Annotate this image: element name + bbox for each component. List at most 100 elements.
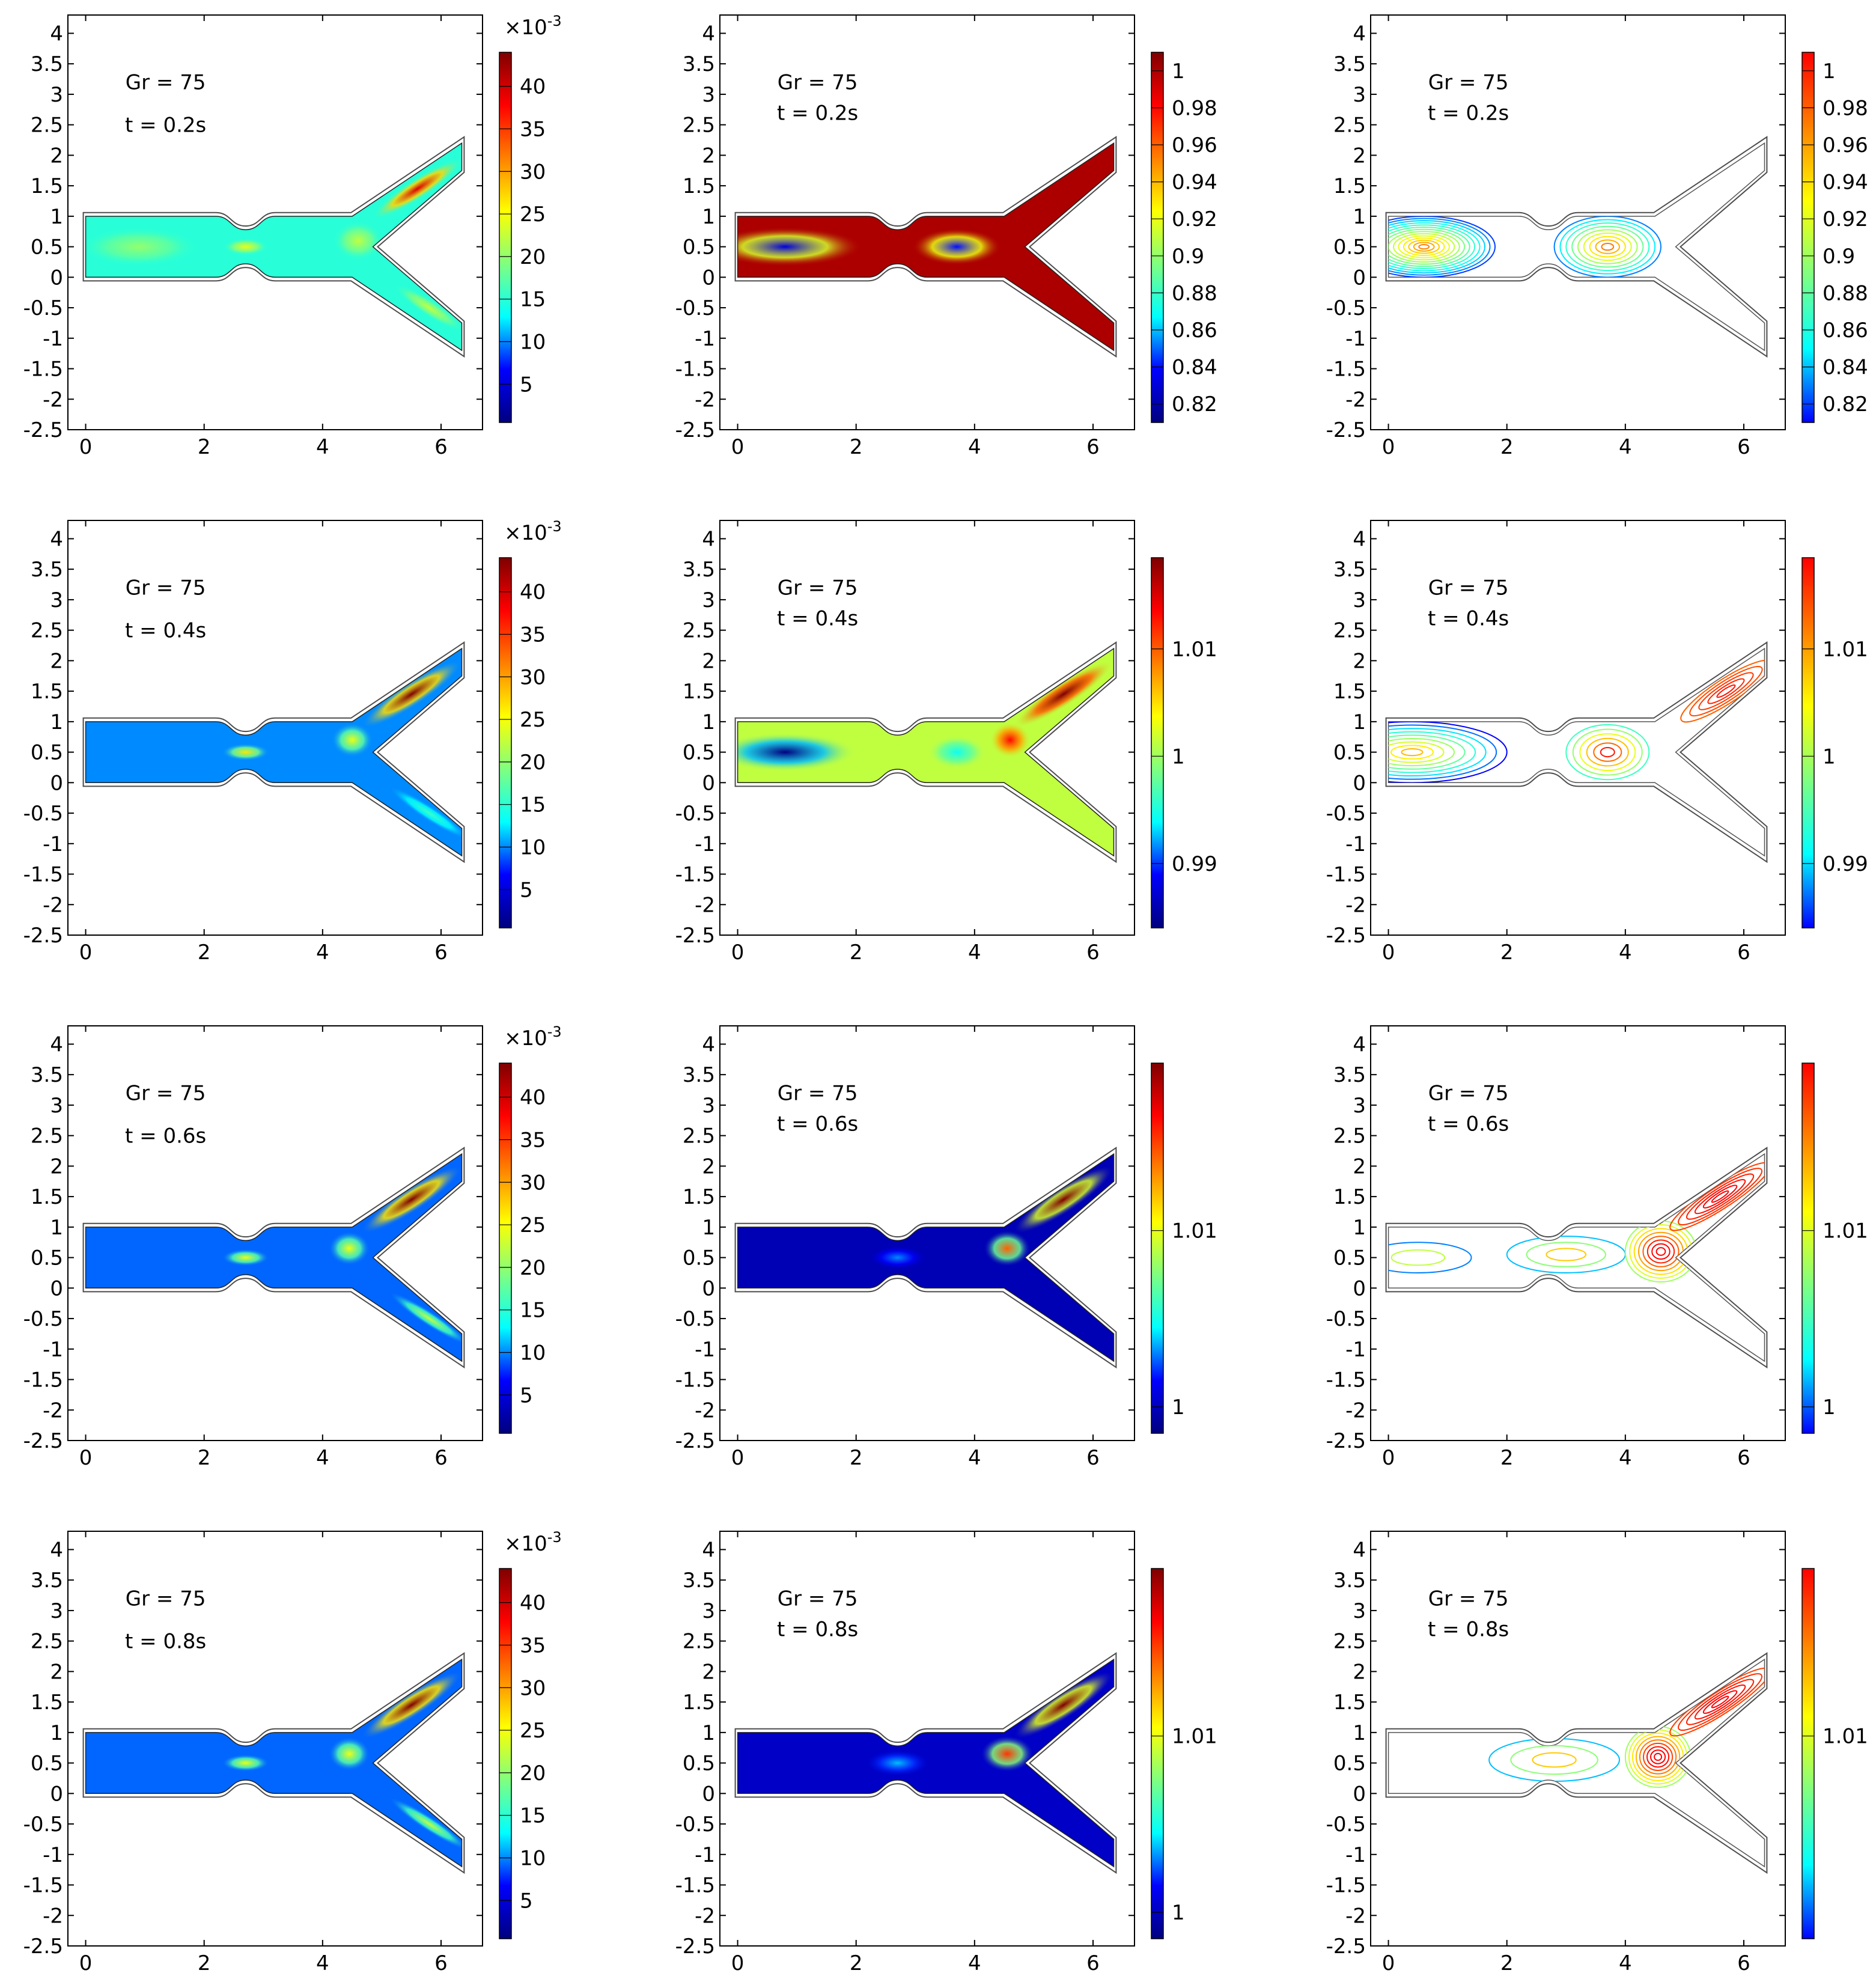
grashof-label: Gr = 75 [1428, 576, 1509, 600]
colorbar-tick-label: 5 [520, 373, 533, 397]
axes-frame [1370, 1531, 1786, 1947]
channel-wall [1385, 641, 1768, 864]
y-tick-label: -2.5 [1326, 924, 1366, 948]
colorbar-tick-label: 30 [520, 1676, 546, 1700]
y-tick-label: 3.5 [683, 1569, 715, 1593]
y-tick-label: 0.5 [683, 1752, 715, 1776]
channel-wall [1385, 1147, 1768, 1369]
contour-line [1388, 218, 1491, 276]
y-tick-label: 1 [1353, 1216, 1366, 1240]
channel-wall [734, 1652, 1117, 1874]
field-feature [1013, 1671, 1114, 1740]
panel-r3c1: 4 3.5 3 2.5 2 1.5 1 0.5 0 -0.5 -1 -1.5 -2 -2.5 0 2 4 6 Gr … [23, 1023, 562, 1470]
y-tick-label: 0.5 [1333, 1752, 1366, 1776]
y-tick-label: 3.5 [31, 1063, 63, 1087]
y-tick-label: -1.5 [675, 863, 715, 887]
y-tick-label: -1 [43, 1843, 63, 1867]
y-tick-label: 2.5 [1333, 1630, 1366, 1654]
y-tick-label: 1 [50, 710, 63, 734]
y-tick-label: 2.5 [1333, 114, 1366, 138]
y-tick-label: 1 [1353, 205, 1366, 229]
contour-set [1388, 659, 1765, 784]
colorbar [1801, 1063, 1815, 1434]
field-feature [389, 786, 462, 840]
contour-line [1388, 220, 1486, 274]
axes-frame [1370, 1025, 1786, 1441]
contour-line [1600, 746, 1615, 758]
y-tick-label: -0.5 [1326, 1307, 1366, 1331]
field-feature [868, 1245, 927, 1270]
y-tick-label: 2.5 [1333, 619, 1366, 643]
time-label: t = 0.2s [1428, 101, 1509, 125]
y-tick-label: -2.5 [675, 924, 715, 948]
colorbar-tick-label: 10 [520, 1846, 546, 1870]
y-tick-label: 1.5 [683, 1185, 715, 1209]
y-tick-label: 1.5 [31, 1185, 63, 1209]
contour-line [1589, 236, 1626, 258]
colorbar [1801, 1568, 1815, 1939]
colorbar-tick-label: 40 [520, 1591, 546, 1615]
y-tick-label: -2 [695, 1398, 715, 1422]
y-tick-label: -2.5 [1326, 418, 1366, 442]
y-tick-label: -0.5 [675, 296, 715, 320]
y-tick-label: -0.5 [675, 1307, 715, 1331]
field-feature [980, 1735, 1034, 1772]
y-tick-label: 2 [702, 144, 715, 168]
y-tick-label: 1.5 [31, 174, 63, 198]
colorbar-tick-label: 35 [520, 1633, 546, 1657]
colorbar-tick-label: 0.92 [1172, 207, 1217, 231]
y-tick-label: -1 [695, 327, 715, 351]
y-tick-label: -1 [1345, 1338, 1366, 1362]
field-feature [1013, 660, 1114, 728]
colorbar-tick-label: 20 [520, 245, 546, 269]
y-tick-label: -0.5 [23, 1307, 63, 1331]
x-tick-label: 2 [1500, 941, 1514, 965]
x-tick-label: 4 [316, 1446, 329, 1470]
field-feature [361, 1165, 462, 1234]
colorbar-tick-label: 0.9 [1172, 245, 1204, 269]
colorbar [1151, 1568, 1164, 1939]
y-tick-label: 1.5 [1333, 1691, 1366, 1715]
y-tick-label: -1.5 [1326, 358, 1366, 382]
x-tick-label: 4 [316, 1951, 329, 1975]
y-tick-label: 3 [50, 83, 63, 107]
y-tick-label: -2 [1345, 388, 1366, 412]
field-feature [331, 722, 373, 757]
colorbar-tick-label: 30 [520, 160, 546, 184]
y-tick-label: 1.5 [683, 680, 715, 704]
y-tick-label: 3 [1353, 588, 1366, 612]
y-tick-label: 2 [50, 649, 63, 673]
x-tick-label: 4 [1619, 435, 1632, 459]
y-tick-label: -2 [43, 893, 63, 917]
y-tick-label: 3 [702, 588, 715, 612]
contour-line [1546, 1248, 1587, 1261]
colorbar-tick-label: 0.99 [1823, 852, 1868, 876]
y-tick-label: -2 [695, 893, 715, 917]
contour-line [1398, 235, 1450, 258]
contour-line [1702, 1690, 1738, 1714]
y-tick-label: -2 [1345, 893, 1366, 917]
y-tick-label: 2.5 [31, 114, 63, 138]
y-tick-label: 3 [50, 1599, 63, 1623]
colorbar-tick-label: 1 [1823, 59, 1836, 84]
colorbar-tick-label: 10 [520, 330, 546, 354]
colorbar-tick-label: 0.9 [1823, 245, 1855, 269]
panel-r4c2: 4 3.5 3 2.5 2 1.5 1 0.5 0 -0.5 -1 -1.5 -2 -2.5 0 2 4 6 Gr … [675, 1531, 1217, 1975]
panel-r2c2: 4 3.5 3 2.5 2 1.5 1 0.5 0 -0.5 -1 -1.5 -2 -2.5 0 2 4 6 Gr … [675, 520, 1217, 965]
contour-line [1646, 1239, 1675, 1264]
y-tick-label: 1 [50, 205, 63, 229]
x-tick-label: 6 [434, 1446, 448, 1470]
contour-line [1388, 231, 1460, 263]
y-tick-label: -0.5 [23, 802, 63, 826]
colorbar-tick-label: 0.84 [1823, 356, 1868, 380]
x-tick-label: 6 [1086, 1951, 1100, 1975]
contour-line [1388, 738, 1455, 767]
y-tick-label: 0 [50, 771, 63, 795]
y-tick-label: 0.5 [31, 1246, 63, 1270]
x-tick-label: 2 [1500, 1951, 1514, 1975]
y-tick-label: -1.5 [675, 358, 715, 382]
y-tick-label: 2.5 [31, 619, 63, 643]
y-tick-label: 1 [702, 1721, 715, 1745]
colorbar-tick-label: 0.98 [1172, 96, 1217, 120]
channel-inner-wall [1387, 1153, 1765, 1362]
